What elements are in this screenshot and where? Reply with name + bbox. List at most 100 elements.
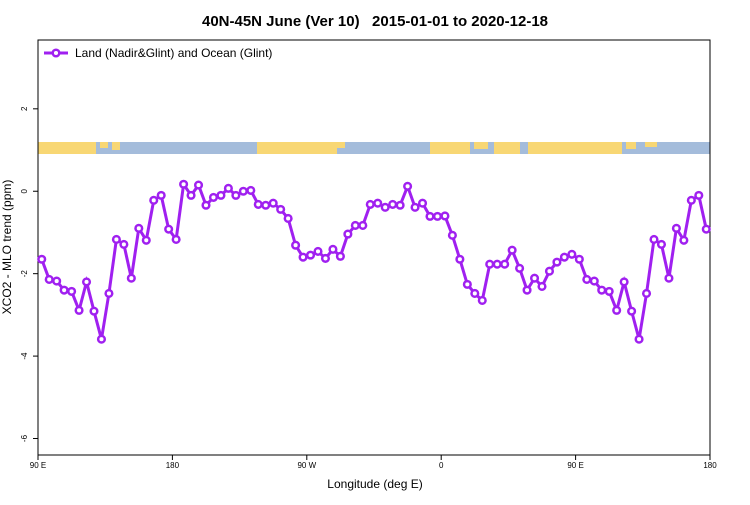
data-point <box>141 235 151 245</box>
x-tick-label: 180 <box>703 461 717 470</box>
data-point <box>365 199 375 209</box>
y-tick-label: -4 <box>20 352 29 360</box>
data-point <box>462 279 472 289</box>
data-point <box>276 204 286 214</box>
data-point <box>395 200 405 210</box>
data-point <box>589 276 599 286</box>
data-point <box>649 234 659 245</box>
data-point <box>612 305 622 315</box>
data-point <box>679 235 689 245</box>
data-point <box>119 239 129 249</box>
data-point <box>126 273 136 283</box>
data-point <box>686 195 696 205</box>
chart-title: 40N-45N June (Ver 10) 2015-01-01 to 2020… <box>202 13 548 30</box>
data-point <box>619 277 629 287</box>
x-tick-label: 0 <box>439 461 444 470</box>
data-point <box>320 253 331 263</box>
y-tick-label: 0 <box>20 188 29 193</box>
x-tick-label: 90 E <box>30 461 46 470</box>
data-point <box>298 252 308 262</box>
data-point <box>522 285 532 295</box>
data-point <box>179 179 189 189</box>
data-point <box>574 254 584 264</box>
data-point <box>171 234 181 245</box>
y-axis-label: XCO2 - MLO trend (ppm) <box>0 180 14 315</box>
data-point <box>313 246 323 256</box>
data-point <box>164 224 174 234</box>
plot-frame <box>37 39 711 456</box>
x-axis-label: Longitude (deg E) <box>327 477 422 491</box>
data-point <box>328 244 338 254</box>
data-point <box>552 257 562 267</box>
data-point <box>358 220 368 231</box>
data-point <box>238 186 248 196</box>
data-point <box>156 190 166 200</box>
data-point <box>208 192 219 202</box>
data-point <box>701 224 711 234</box>
data-point <box>89 306 99 316</box>
data-point <box>544 266 555 276</box>
data-point <box>350 220 360 231</box>
data-point <box>447 230 457 240</box>
legend-marker <box>51 48 61 58</box>
data-point <box>455 254 465 264</box>
data-point <box>403 181 413 191</box>
data-point <box>201 200 211 210</box>
data-point <box>104 288 114 299</box>
data-point <box>671 223 681 233</box>
data-point <box>231 190 241 200</box>
data-point <box>641 288 652 299</box>
data-point <box>515 263 525 273</box>
data-point <box>597 285 607 295</box>
data-point <box>485 259 495 269</box>
data-point <box>432 211 443 221</box>
y-tick-label: -2 <box>20 270 29 278</box>
data-point <box>380 202 390 212</box>
data-point <box>52 276 62 286</box>
land-ocean-strip <box>38 142 710 154</box>
data-point <box>694 190 704 200</box>
data-line <box>40 180 708 340</box>
data-point <box>67 286 77 296</box>
x-tick-label: 90 W <box>297 461 316 470</box>
data-point <box>134 223 144 233</box>
data-point <box>656 239 667 249</box>
y-tick-label: 2 <box>20 106 29 111</box>
data-point <box>567 249 577 259</box>
data-point <box>253 199 263 209</box>
data-point <box>582 274 592 284</box>
data-point <box>477 295 487 306</box>
data-point <box>604 286 614 296</box>
data-point <box>500 259 510 269</box>
data-point <box>268 198 278 208</box>
data-point <box>59 285 69 295</box>
data-point <box>96 334 107 344</box>
data-point <box>664 273 674 283</box>
data-point <box>44 274 54 284</box>
data-point <box>305 250 316 260</box>
data-point <box>74 305 84 315</box>
data-point <box>537 281 547 291</box>
x-tick-label: 180 <box>166 461 180 470</box>
data-point <box>335 251 345 261</box>
data-point <box>417 198 428 208</box>
data-point <box>216 190 226 200</box>
data-point <box>373 198 383 208</box>
data-point <box>440 211 450 221</box>
data-point <box>149 195 159 205</box>
data-point <box>388 199 398 209</box>
data-point <box>470 288 480 299</box>
data-point <box>246 185 256 195</box>
data-point <box>507 245 517 255</box>
data-point <box>559 252 569 262</box>
legend-label: Land (Nadir&Glint) and Ocean (Glint) <box>75 46 272 60</box>
data-point <box>291 240 301 250</box>
x-tick-label: 90 E <box>567 461 583 470</box>
data-point <box>261 200 271 210</box>
data-point <box>425 211 435 221</box>
data-point <box>343 229 353 239</box>
data-point <box>634 334 644 344</box>
data-point <box>410 202 420 212</box>
data-point <box>492 259 502 269</box>
